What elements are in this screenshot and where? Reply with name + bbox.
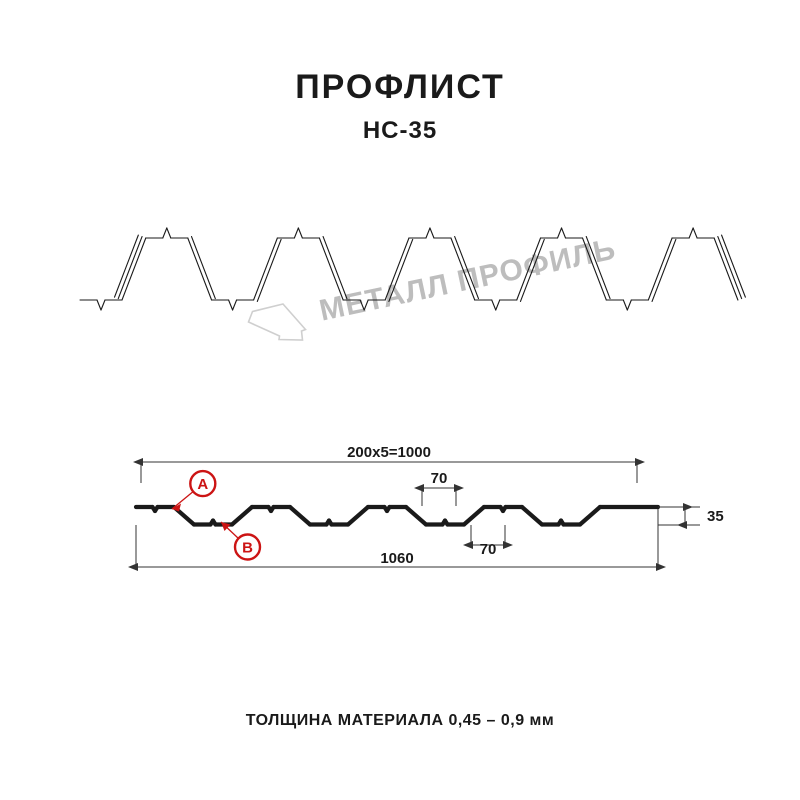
svg-text:200x5=1000: 200x5=1000 bbox=[347, 444, 431, 461]
svg-text:1060: 1060 bbox=[380, 550, 413, 567]
svg-text:35: 35 bbox=[707, 508, 724, 525]
svg-text:70: 70 bbox=[431, 470, 448, 487]
svg-text:70: 70 bbox=[480, 541, 497, 558]
svg-text:B: B bbox=[242, 540, 253, 557]
svg-text:A: A bbox=[197, 476, 208, 493]
